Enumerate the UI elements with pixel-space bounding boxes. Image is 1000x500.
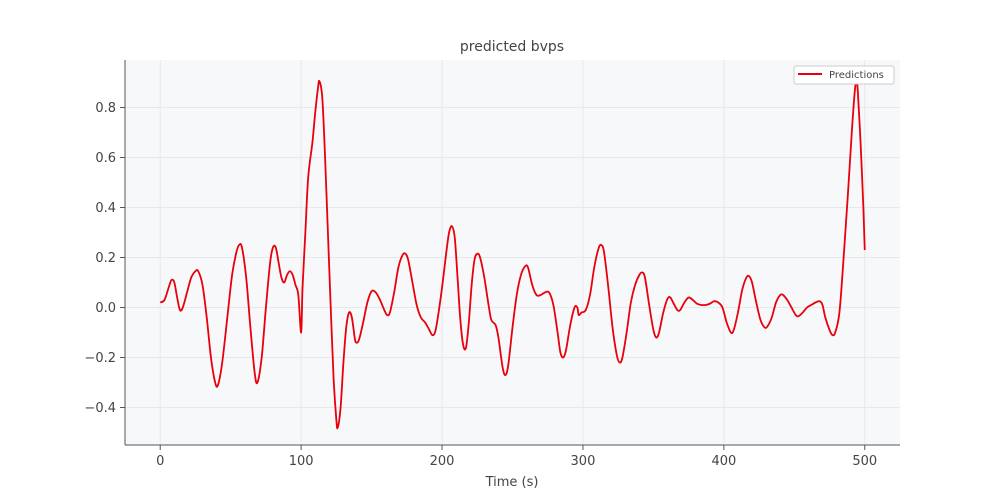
- y-tick-label: 0.6: [95, 151, 116, 166]
- y-tick-label: 0.0: [95, 301, 116, 316]
- y-tick-label: 0.8: [95, 101, 116, 116]
- chart-title: predicted bvps: [460, 39, 564, 55]
- y-tick-label: 0.2: [95, 251, 116, 266]
- y-tick-label: −0.4: [84, 401, 116, 416]
- x-tick-label: 200: [430, 454, 455, 469]
- series-line-0: [159, 79, 866, 430]
- legend-box: [793, 65, 895, 85]
- x-tick-label: 500: [852, 454, 877, 469]
- plot-area: [125, 60, 900, 445]
- x-tick-label: 300: [571, 454, 596, 469]
- legend-label-predictions: Predictions: [829, 70, 884, 81]
- x-tick-label: 0: [156, 454, 164, 469]
- legend: Predictions: [793, 65, 895, 85]
- x-axis-label: Time (s): [485, 475, 539, 490]
- series-group: [159, 79, 866, 430]
- y-ticks: −0.4 −0.2 0.0 0.2 0.4 0.6 0.8: [84, 101, 125, 416]
- grid: [125, 60, 900, 445]
- y-tick-label: 0.4: [95, 201, 116, 216]
- x-tick-label: 400: [711, 454, 736, 469]
- x-tick-label: 100: [289, 454, 314, 469]
- y-tick-label: −0.2: [84, 351, 116, 366]
- x-ticks: 0 100 200 300 400 500: [156, 445, 877, 469]
